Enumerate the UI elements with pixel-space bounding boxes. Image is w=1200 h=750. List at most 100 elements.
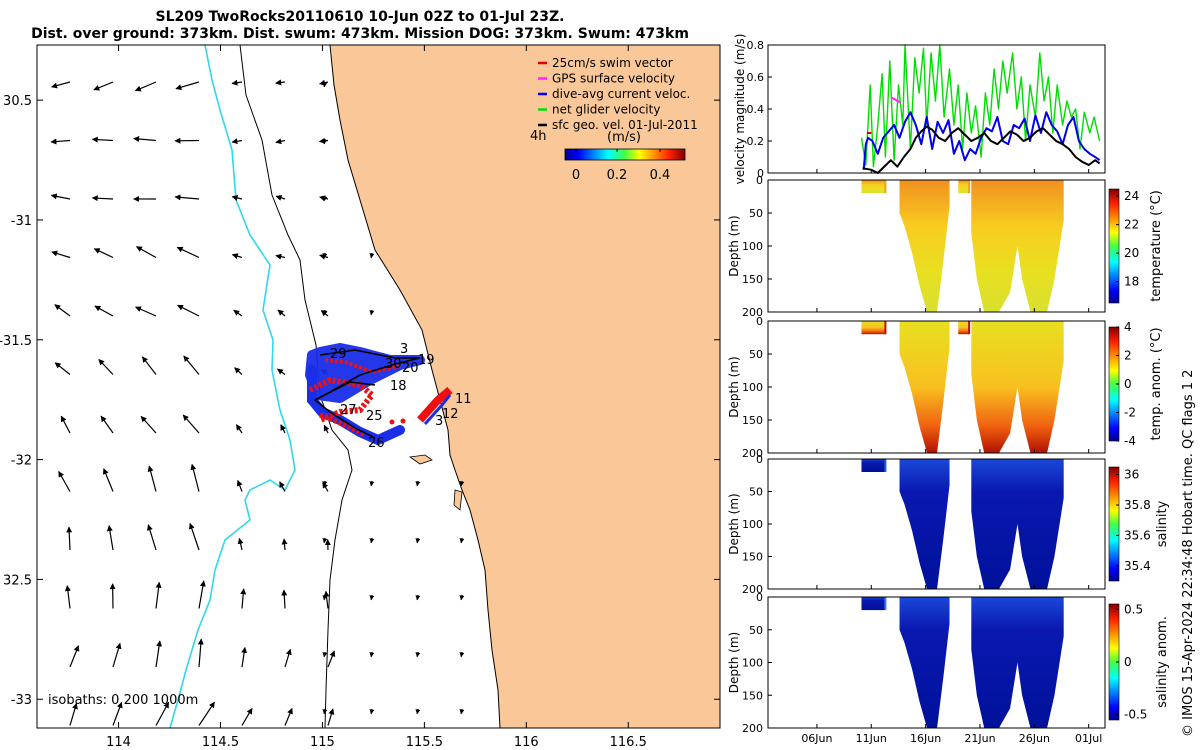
current-vector	[369, 651, 375, 658]
depth-tick-label: 100	[742, 657, 763, 670]
current-vector	[322, 708, 328, 715]
current-vector	[147, 524, 157, 551]
current-vector	[100, 415, 114, 434]
current-vector	[231, 253, 243, 260]
velocity-y-tick-label: 0.4	[747, 103, 765, 116]
track-day-label: 20	[402, 361, 419, 376]
current-vector	[277, 368, 286, 375]
lat-tick-label: 32.5	[3, 573, 32, 588]
current-vector	[58, 470, 71, 492]
current-vector	[322, 195, 328, 202]
current-vector	[275, 138, 286, 145]
track-day-label: 27	[340, 403, 357, 418]
depth-tick-label: 50	[749, 348, 763, 361]
current-vector	[322, 651, 328, 658]
temp-anomaly-field	[861, 321, 1064, 453]
current-vector	[94, 305, 114, 317]
profile-section	[971, 321, 1064, 453]
time-axis: 06Jun 11Jun 16Jun 21Jun 26Jun 01Jul	[801, 169, 1102, 745]
track-day-label: 26	[368, 436, 385, 451]
current-vector	[275, 253, 286, 260]
salinity-field	[861, 459, 1064, 589]
colorbar-tick-label: 0	[1124, 655, 1132, 669]
colorbar-tick-label: 18	[1124, 275, 1139, 289]
credit-line: © IMOS 15-Apr-2024 22:34:48 Hobart time.…	[1181, 369, 1196, 737]
current-vector	[91, 195, 114, 202]
colorbar-tick-label: 2	[1124, 349, 1132, 363]
temperature-field	[861, 180, 1064, 312]
profile-section	[971, 180, 1064, 312]
current-vector	[369, 537, 375, 544]
current-vector	[415, 480, 421, 487]
velocity-y-tick-label: 0.6	[747, 71, 765, 84]
track-day-label: 12	[442, 407, 459, 422]
depth-tick-label: 100	[742, 518, 763, 531]
current-vector	[197, 638, 204, 668]
current-vector	[141, 356, 157, 375]
time-tick-label: 11Jun	[856, 732, 887, 745]
depth-axis-label: Depth (m)	[727, 632, 741, 693]
depth-tick-label: 200	[742, 306, 763, 319]
temp-anomaly-panel	[767, 320, 1106, 454]
depth-tick-label: 150	[742, 551, 763, 564]
map-legend: 25cm/s swim vector GPS surface velocitydi…	[538, 56, 698, 132]
depth-axes: 0 50 100 150 200 Depth (m) 0 50 100 150 200 Depth (…	[727, 174, 772, 735]
lon-tick-label: 114	[106, 735, 131, 750]
profile-section	[971, 597, 1064, 728]
current-vector	[281, 589, 288, 609]
current-vector	[188, 522, 200, 551]
current-vector	[231, 138, 243, 145]
map-axes: 114 114.5 115 115.5 116 116.530.5-31-31.5-323…	[0, 45, 720, 750]
current-vector	[275, 79, 286, 86]
colorbar-tick-label: 24	[1124, 189, 1139, 203]
current-vector	[322, 537, 328, 544]
current-vector	[133, 136, 157, 142]
colorbar-tick-label: 0	[1124, 377, 1132, 391]
depth-tick-label: 0	[756, 591, 763, 604]
current-vector	[231, 79, 243, 86]
current-vector	[459, 480, 465, 487]
colorbar-label: salinity anom.	[1155, 616, 1170, 708]
current-vector	[327, 650, 336, 668]
colorbar-tick-label: 0.4	[650, 168, 671, 183]
current-vector	[135, 306, 157, 317]
time-tick-label: 16Jun	[910, 732, 941, 745]
depth-tick-label: 200	[742, 447, 763, 460]
track-day-label: 19	[418, 353, 435, 368]
colorbar-label: salinity	[1155, 500, 1170, 547]
current-vector	[415, 708, 421, 715]
current-vector	[98, 359, 114, 375]
lat-tick-label: -33	[11, 693, 32, 708]
track-day-label: 18	[390, 379, 407, 394]
coastline	[329, 45, 501, 728]
time-tick-label: 21Jun	[964, 732, 995, 745]
salinity-anomaly-field	[861, 597, 1064, 728]
current-vector	[459, 537, 465, 544]
lon-tick-label: 115.5	[406, 735, 443, 750]
current-vector	[198, 580, 206, 609]
current-vector	[50, 138, 71, 145]
depth-tick-label: 200	[742, 583, 763, 596]
legend-label: GPS surface velocity	[552, 72, 675, 86]
salinity-anomaly-panel	[767, 596, 1106, 729]
current-vector	[459, 594, 465, 601]
colorbar-tick-label: -0.5	[1124, 708, 1147, 722]
current-vector	[234, 367, 243, 375]
current-vector	[177, 304, 200, 317]
legend-label: dive-avg current veloc.	[552, 87, 690, 101]
current-vector	[322, 309, 328, 316]
map-frame	[36, 44, 721, 729]
current-vector	[140, 415, 157, 434]
profile-section	[861, 597, 886, 611]
current-vector	[236, 479, 243, 492]
depth-tick-label: 150	[742, 273, 763, 286]
profile-section	[899, 180, 950, 312]
current-vector	[64, 585, 71, 609]
colorbar-tick-label: 0.5	[1124, 602, 1143, 616]
current-vector	[280, 424, 286, 434]
island-shapes	[408, 454, 463, 511]
colorbar-label: temp. anom. (°C)	[1149, 327, 1164, 440]
